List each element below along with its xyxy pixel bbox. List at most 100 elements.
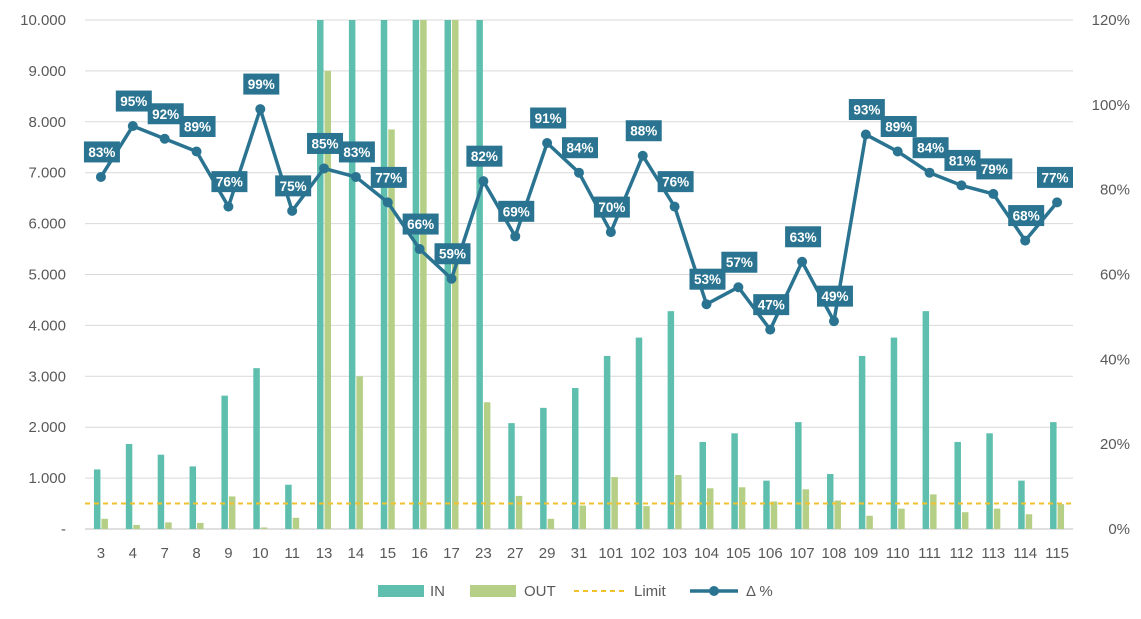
pct-label-box	[307, 132, 344, 154]
x-tick-label: 31	[571, 545, 588, 562]
bar-out	[770, 501, 778, 529]
bar-out	[292, 517, 300, 529]
pct-label-box	[816, 285, 853, 307]
y-tick-label: 4.000	[28, 317, 66, 334]
pct-marker	[1052, 197, 1063, 208]
pct-data-label: 68%	[1013, 209, 1040, 224]
pct-data-label: 57%	[726, 255, 753, 270]
pct-marker	[191, 146, 202, 157]
x-tick-label: 10	[252, 545, 269, 562]
pct-data-label: 89%	[184, 119, 211, 134]
pct-label-box	[115, 90, 152, 112]
pct-label-box	[562, 137, 598, 159]
bar-out	[611, 477, 618, 529]
pct-label-box	[1037, 166, 1073, 188]
bar-out	[165, 522, 172, 529]
pct-marker	[701, 299, 712, 310]
pct-label-box	[721, 251, 758, 273]
pct-data-label: 69%	[503, 204, 530, 219]
pct-data-label: 82%	[471, 149, 498, 164]
x-tick-label: 16	[411, 545, 428, 562]
bar-out	[930, 494, 937, 529]
pct-data-label: 93%	[853, 103, 880, 118]
pct-label-box	[434, 243, 471, 265]
pct-label-box	[83, 141, 120, 163]
pct-marker	[605, 227, 616, 238]
x-tick-label: 104	[694, 545, 719, 562]
pct-label-box	[944, 149, 981, 171]
pct-label-box	[530, 107, 567, 129]
legend-swatch	[470, 585, 516, 597]
legend-label: IN	[430, 583, 445, 600]
legend-label: Limit	[634, 583, 667, 600]
pct-label-box	[689, 268, 726, 290]
bar-out	[356, 376, 363, 529]
x-tick-label: 8	[192, 545, 200, 562]
pct-marker	[733, 282, 744, 293]
pct-data-label: 76%	[216, 175, 243, 190]
bar-out	[452, 20, 459, 529]
pct-marker	[255, 104, 266, 115]
pct-marker	[287, 205, 298, 216]
y-axis-right: 0% 20% 40% 60% 80% 100% 120%	[1092, 12, 1130, 538]
bar-out	[802, 489, 810, 529]
bar-out	[643, 506, 650, 529]
bar-out	[579, 505, 586, 529]
y2-tick-label: 20%	[1100, 436, 1130, 453]
y2-tick-label: 40%	[1100, 351, 1130, 368]
x-tick-label: 7	[161, 545, 169, 562]
pct-marker	[574, 167, 584, 178]
x-tick-label: 103	[662, 545, 687, 562]
y-tick-label: 5.000	[28, 267, 66, 284]
legend: IN OUT Limit Δ %	[378, 583, 773, 600]
pct-label-box	[785, 226, 822, 248]
bar-out	[738, 487, 746, 529]
pct-label-box	[753, 294, 790, 316]
x-tick-label: 9	[224, 545, 232, 562]
bar-in	[508, 423, 515, 529]
legend-label: OUT	[524, 583, 556, 600]
y-tick-label: 2.000	[28, 419, 66, 436]
pct-marker	[956, 180, 967, 191]
bar-in	[954, 441, 961, 529]
bar-out	[324, 70, 332, 530]
bar-series	[93, 20, 1065, 530]
bar-out	[133, 524, 140, 529]
pct-data-label: 66%	[407, 217, 434, 232]
bar-out	[228, 496, 236, 529]
bar-in	[795, 422, 802, 529]
bar-out	[1057, 504, 1065, 529]
bar-in	[380, 20, 388, 529]
pct-marker	[988, 188, 999, 199]
pct-data-label: 77%	[1041, 170, 1068, 185]
bar-in	[922, 311, 930, 529]
pct-marker	[892, 146, 903, 157]
bar-out	[515, 495, 523, 529]
bar-in	[572, 388, 579, 529]
bar-in	[189, 466, 197, 529]
pct-data-label: 84%	[566, 141, 593, 156]
pct-data-label: 92%	[152, 107, 179, 122]
pct-data-label: 84%	[917, 141, 944, 156]
bar-out	[1025, 514, 1033, 529]
x-tick-label: 110	[886, 545, 910, 562]
x-tick-label: 105	[726, 545, 751, 562]
pct-marker	[127, 121, 138, 132]
bar-out	[547, 518, 555, 529]
x-tick-label: 17	[443, 545, 460, 562]
pct-marker	[765, 324, 776, 335]
pct-data-label: 47%	[758, 298, 785, 313]
y2-tick-label: 60%	[1100, 267, 1130, 284]
x-tick-label: 112	[949, 545, 973, 562]
bar-out	[898, 508, 905, 529]
y-tick-label: 10.000	[20, 12, 66, 29]
pct-data-label: 85%	[312, 136, 339, 151]
bar-in	[1018, 480, 1025, 529]
x-tick-label: 102	[630, 545, 655, 562]
x-tick-label: 108	[821, 545, 846, 562]
y-axis-left: - 1.000 2.000 3.000 4.000 5.000 6.000 7.000 8.00…	[20, 12, 66, 538]
y-tick-label: 6.000	[28, 216, 66, 233]
bar-in	[667, 311, 675, 529]
x-tick-label: 15	[379, 545, 396, 562]
pct-line-series: 83% 95% 92% 89% 76% 99% 75% 85% 83% 77% 66% 59% 82% 6…	[83, 73, 1073, 335]
